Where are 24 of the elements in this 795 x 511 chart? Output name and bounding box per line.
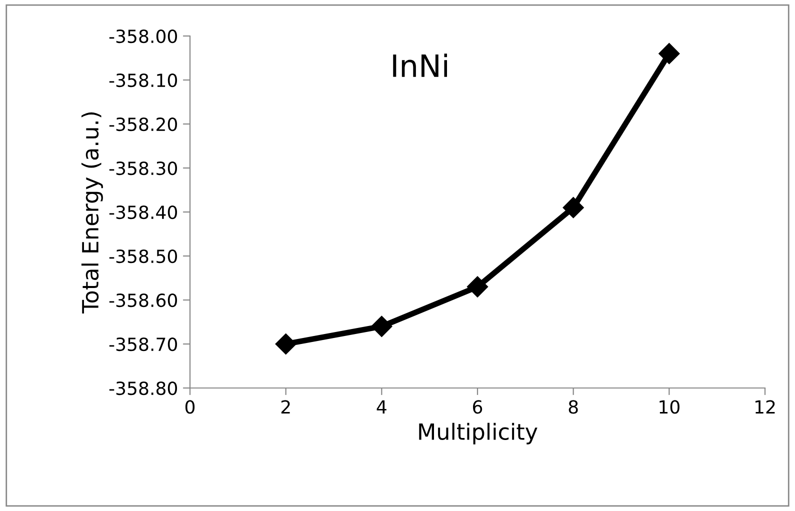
point bbox=[658, 43, 680, 64]
point bbox=[562, 197, 584, 218]
x-tick-label: 0 bbox=[185, 400, 195, 414]
x-tick-label: 2 bbox=[281, 400, 290, 414]
point bbox=[466, 276, 488, 298]
chart-title: InNi bbox=[393, 54, 447, 77]
x-tick-label: 10 bbox=[660, 400, 680, 414]
y-tick-label: -358.20 bbox=[109, 117, 177, 132]
x-axis-title: Multiplicity bbox=[419, 422, 538, 444]
point bbox=[371, 316, 392, 337]
y-tick-label: -358.50 bbox=[109, 249, 177, 264]
y-tick-label: -358.80 bbox=[109, 381, 177, 396]
x-tick-label: 12 bbox=[755, 400, 775, 414]
x-tick-label: 8 bbox=[568, 400, 578, 414]
x-tick-label: 4 bbox=[376, 400, 386, 414]
y-tick-label: -358.60 bbox=[109, 293, 177, 308]
x-tick-label: 6 bbox=[473, 400, 482, 414]
y-tick-label: -358.00 bbox=[109, 29, 177, 44]
y-tick-label: -358.30 bbox=[109, 161, 177, 176]
y-tick-label: -358.70 bbox=[109, 337, 177, 352]
y-axis-title: Total Energy (a.u.) bbox=[81, 112, 103, 314]
y-tick-label: -358.10 bbox=[109, 73, 177, 88]
y-tick-label: -358.40 bbox=[109, 205, 177, 220]
point bbox=[275, 333, 296, 355]
